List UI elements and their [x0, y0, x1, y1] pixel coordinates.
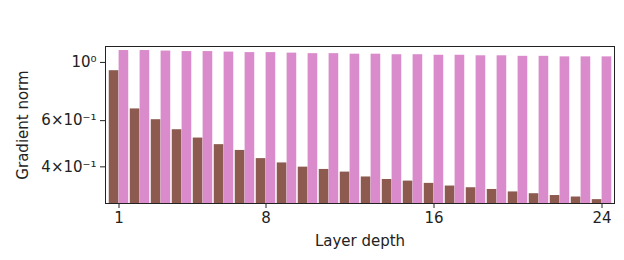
svg-text:6×10⁻¹: 6×10⁻¹ [41, 111, 96, 129]
svg-text:Gradient norm: Gradient norm [14, 70, 32, 179]
svg-text:4×10⁻¹: 4×10⁻¹ [41, 158, 96, 176]
svg-text:16: 16 [424, 209, 443, 227]
html-text:Plain initialization: Plain initialization [466, 3, 599, 21]
svg-text:8: 8 [261, 209, 271, 227]
svg-text:10⁰: 10⁰ [71, 53, 96, 71]
svg-text:24: 24 [592, 209, 611, 227]
svg-text:Layer depth: Layer depth [315, 232, 405, 250]
html-text:Scaled initialization: Scaled initialization [466, 23, 612, 41]
svg-text:1: 1 [114, 209, 124, 227]
